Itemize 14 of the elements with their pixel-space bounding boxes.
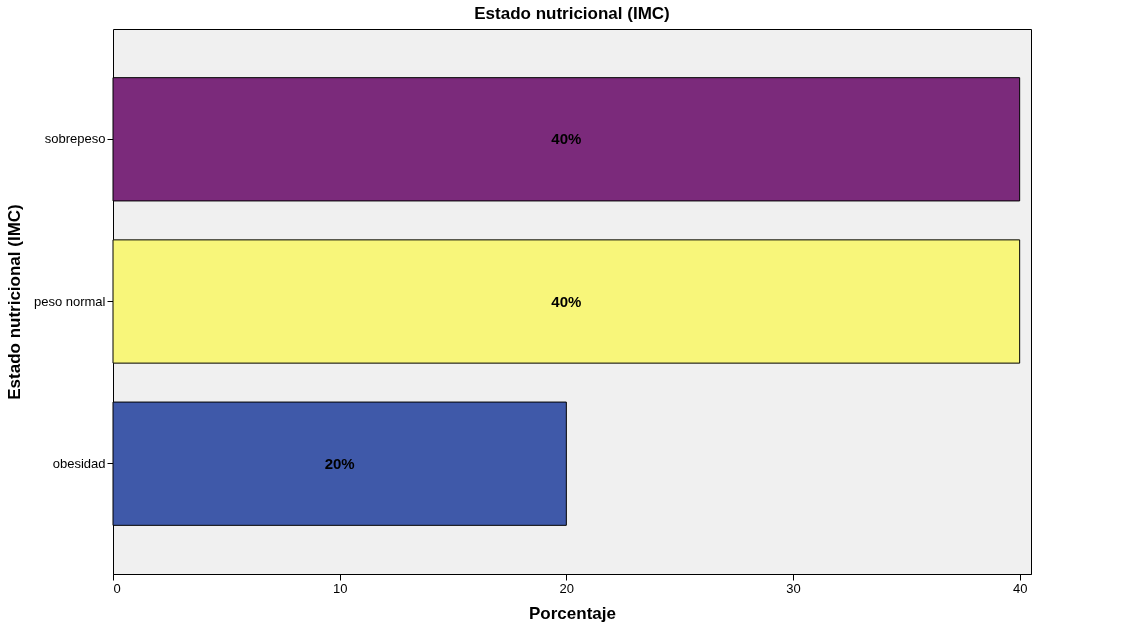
x-axis-title: Porcentaje <box>529 603 616 623</box>
x-tick-label: 0 <box>113 580 121 596</box>
y-tick-label: obesidad <box>52 455 106 471</box>
x-tick-label: 40 <box>1012 580 1028 596</box>
y-tick-label: sobrepeso <box>44 131 106 147</box>
y-axis-title: Estado nutricional (IMC) <box>4 204 24 400</box>
data-label: 20% <box>324 454 355 472</box>
chart-title: Estado nutricional (IMC) <box>474 4 670 23</box>
x-tick-label: 20 <box>559 580 575 596</box>
y-tick-label: peso normal <box>33 293 106 309</box>
x-tick-label: 30 <box>786 580 801 596</box>
x-tick-label: 10 <box>332 580 348 596</box>
data-label: 40% <box>551 130 582 148</box>
data-label: 40% <box>551 292 582 310</box>
